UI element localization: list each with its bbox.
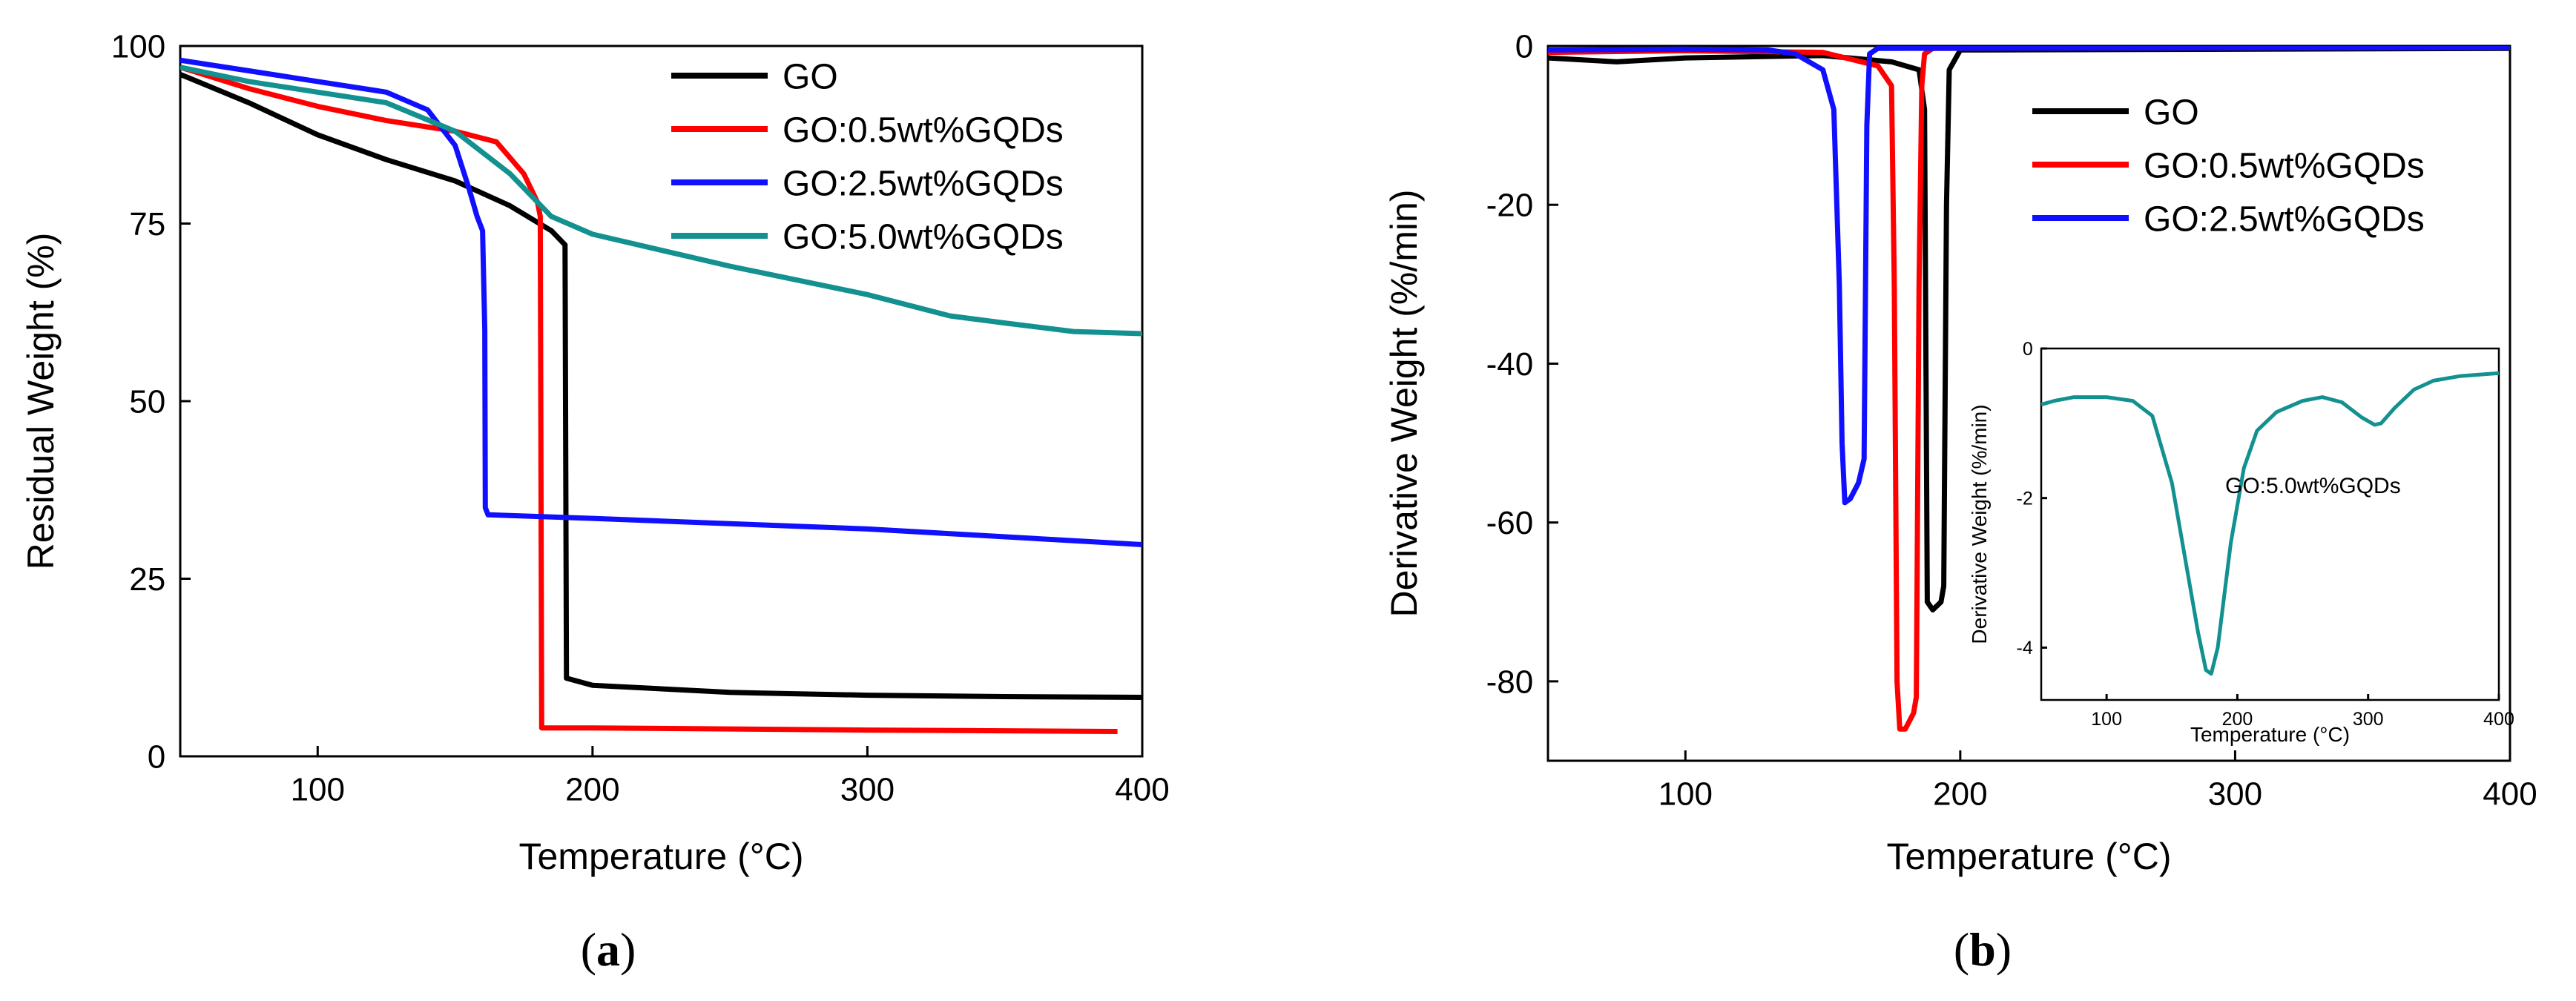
panel-a-caption-close: ) (620, 923, 636, 976)
panel-b-y-tick-label: -80 (1486, 664, 1534, 700)
panel-b-legend-label: GO:0.5wt%GQDs (2144, 146, 2425, 185)
panel-a-y-axis-label: Residual Weight (%) (20, 233, 62, 570)
panel-a-x-tick-label: 100 (291, 771, 345, 807)
panel-a-legend-label: GO:2.5wt%GQDs (783, 164, 1064, 203)
panel-a-y-tick-label: 0 (148, 739, 165, 775)
panel-b-inset-series-label: GO:5.0wt%GQDs (2225, 474, 2401, 498)
panel-b-caption-open: ( (1954, 923, 1969, 976)
panel-b-caption: (b) (1954, 923, 2012, 976)
panel-a-x-tick-label: 300 (840, 771, 895, 807)
panel-a-x-tick-label: 400 (1115, 771, 1169, 807)
panel-b-inset-y-tick-label: 0 (2023, 339, 2033, 360)
panel-b-inset-y-tick-label: -4 (2017, 638, 2033, 658)
panel-b-y-tick-label: -60 (1486, 505, 1534, 541)
panel-a-plot-frame (179, 44, 1144, 758)
panel-b-inset-y-tick-label: -2 (2017, 488, 2033, 509)
panel-b-inset-x-tick-label: 200 (2222, 709, 2253, 730)
panel-b-inset-y-axis-label: Derivative Weight (%/min) (1968, 404, 1991, 644)
panel-a-series-go-0-5wt-gqds-line (180, 65, 1118, 734)
panel-a-caption: (a) (581, 923, 636, 976)
panel-b-series-go-2-5wt-gqds-line (1548, 46, 2510, 506)
panel-b-inset-x-axis-label: Temperature (°C) (2190, 723, 2350, 746)
panel-b-inset-plot-frame (2040, 347, 2500, 701)
panel-b-legend-label: GO (2144, 93, 2199, 132)
panel-a-x-axis-label: Temperature (°C) (519, 836, 804, 877)
panel-a-legend-label: GO:5.0wt%GQDs (783, 217, 1064, 257)
panel-b-series-go-line (1548, 46, 2510, 612)
panel-a-legend-label: GO (783, 57, 838, 96)
panel-a-y-tick-label: 75 (129, 206, 165, 242)
panel-b-inset-background (2041, 348, 2499, 700)
panel-a-y-tick-label: 100 (111, 28, 165, 65)
panel-b-y-tick-label: -20 (1486, 188, 1534, 224)
panel-b-x-axis-label: Temperature (°C) (1887, 836, 2172, 877)
panel-b-caption-close: ) (1996, 923, 2012, 976)
panel-b-caption-letter: b (1969, 923, 1996, 976)
panel-a-x-tick-label: 200 (565, 771, 619, 807)
panel-a-series-go-line (180, 72, 1142, 700)
panel-a-y-tick-label: 50 (129, 383, 165, 420)
panel-b-y-axis-label: Derivative Weight (%/min) (1383, 189, 1425, 617)
panel-a-y-tick-label: 25 (129, 561, 165, 598)
panel-b-x-tick-label: 200 (1933, 776, 1987, 812)
panel-b-y-tick-label: 0 (1515, 28, 1533, 65)
panel-a-series-go-2-5wt-gqds-line (180, 57, 1142, 547)
panel-b-series-go-0-5wt-gqds-line (1548, 46, 2510, 732)
panel-a-legend-label: GO:0.5wt%GQDs (783, 110, 1064, 150)
panel-a-caption-open: ( (581, 923, 596, 976)
panel-b-x-tick-label: 300 (2208, 776, 2262, 812)
panel-b-inset-x-tick-label: 400 (2483, 709, 2514, 730)
panel-a-caption-letter: a (596, 923, 620, 976)
panel-a-series-go-5-0wt-gqds-line (180, 65, 1142, 337)
panel-b-x-tick-label: 100 (1658, 776, 1713, 812)
panel-b-y-tick-label: -40 (1486, 346, 1534, 383)
panel-b-legend-label: GO:2.5wt%GQDs (2144, 199, 2425, 239)
panel-b-inset-x-tick-label: 300 (2353, 709, 2384, 730)
panel-b-inset-series-go-5-0wt-gqds-line (2041, 371, 2499, 676)
panel-b-x-tick-label: 400 (2483, 776, 2537, 812)
panel-b-inset-x-tick-label: 100 (2091, 709, 2122, 730)
